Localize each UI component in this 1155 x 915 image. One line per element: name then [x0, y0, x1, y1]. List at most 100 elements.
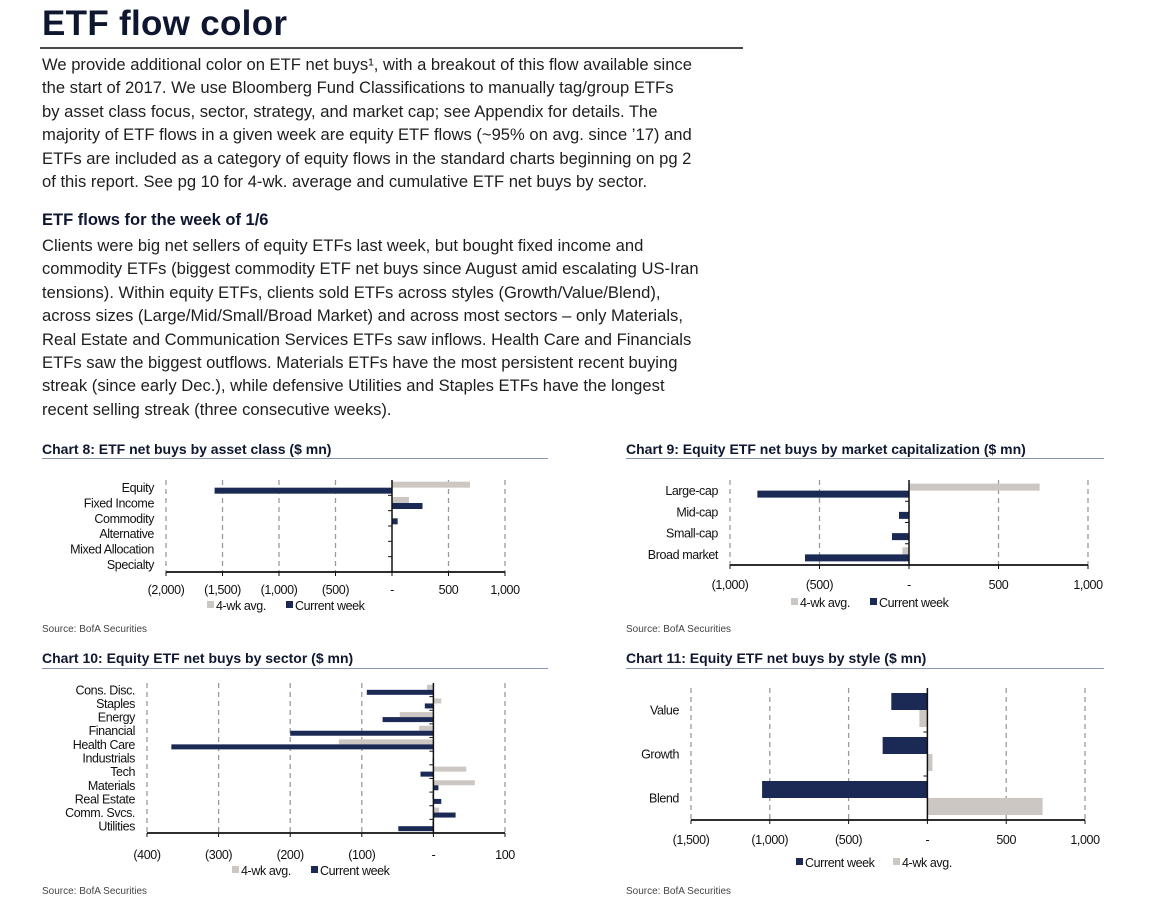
x-tick-label: 500	[996, 833, 1016, 847]
x-tick-label: 100	[495, 848, 515, 862]
chart-8-plot: (2,000) (1,500) (1,000) (500) - 500 1,000 Equit…	[70, 480, 520, 613]
week-line: ETFs saw the biggest outflows. Materials…	[42, 353, 678, 373]
week-line: commodity ETFs (biggest commodity ETF ne…	[42, 259, 699, 279]
category-label: Large-cap	[665, 484, 718, 498]
category-label: Specialty	[107, 558, 155, 572]
bar-4wk-avg	[919, 710, 928, 727]
bar-4wk-avg	[909, 483, 1040, 491]
week-line: recent selling streak (three consecutive…	[42, 399, 392, 419]
x-tick-label: (1,000)	[751, 833, 788, 847]
bar-current-week	[891, 533, 909, 541]
x-tick-label: (2,000)	[148, 583, 185, 597]
category-label: Blend	[649, 792, 679, 806]
legend-swatch	[286, 601, 293, 608]
chart-9-plot: (1,000) (500) - 500 1,000 Large-cap Mid-cap Sma…	[648, 480, 1103, 610]
bar-current-week	[392, 503, 423, 509]
x-tick-label: 500	[439, 583, 459, 597]
bar-4wk-avg	[433, 698, 442, 704]
intro-line: of this report. See pg 10 for 4-wk. aver…	[42, 172, 648, 192]
intro-line: the start of 2017. We use Bloomberg Fund…	[42, 78, 674, 98]
category-label: Mixed Allocation	[70, 543, 154, 557]
chart-9-title: Chart 9: Equity ETF net buys by market c…	[626, 441, 1026, 457]
title-divider	[40, 47, 743, 49]
bar-current-week	[898, 511, 909, 519]
week-line: tensions). Within equity ETFs, clients s…	[42, 282, 661, 302]
legend-label: 4-wk avg.	[241, 864, 291, 878]
legend-label: Current week	[805, 856, 876, 870]
x-tick-label: (500)	[322, 583, 349, 597]
legend-label: 4-wk avg.	[902, 856, 952, 870]
week-line: streak (since early Dec.), while defensi…	[42, 376, 665, 396]
category-label: Broad market	[648, 548, 719, 562]
category-label: Mid-cap	[676, 505, 718, 519]
x-tick-label: (100)	[348, 848, 375, 862]
bar-4wk-avg	[433, 807, 440, 813]
week-line: across sizes (Large/Mid/Small/Broad Mark…	[42, 306, 683, 326]
bar-current-week	[805, 554, 909, 562]
category-label: Staples	[96, 697, 135, 711]
legend-label: Current week	[320, 864, 391, 878]
category-label: Real Estate	[75, 792, 136, 806]
legend-swatch	[893, 858, 900, 865]
category-label: Value	[650, 704, 679, 718]
bar-4wk-avg	[338, 739, 434, 745]
x-tick-label: 1,000	[1070, 833, 1100, 847]
category-label: Equity	[122, 481, 155, 495]
bar-current-week	[382, 717, 434, 723]
chart-11-plot: (1,500) (1,000) (500) - 500 1,000 Value Growth B…	[641, 688, 1100, 870]
x-tick-label: (1,000)	[261, 583, 298, 597]
bar-current-week	[433, 785, 439, 791]
intro-line: ETFs are included as a category of equit…	[42, 148, 692, 168]
category-label: Industrials	[82, 752, 135, 766]
bar-4wk-avg	[433, 780, 475, 786]
bar-current-week	[433, 812, 456, 818]
legend-swatch	[870, 598, 877, 605]
bar-current-week	[433, 798, 442, 804]
x-tick-label: (300)	[205, 848, 232, 862]
chart-8-title-rule	[42, 458, 548, 459]
bar-current-week	[762, 781, 928, 798]
bar-current-week	[290, 730, 434, 736]
x-tick-label: 1,000	[1073, 578, 1103, 592]
bar-current-week	[882, 737, 928, 754]
bar-current-week	[424, 703, 434, 709]
bar-current-week	[171, 744, 434, 750]
section-heading: ETF flows for the week of 1/6	[42, 211, 269, 229]
bar-current-week	[757, 490, 909, 498]
x-tick-label: (1,000)	[712, 578, 749, 592]
legend-swatch	[207, 601, 214, 608]
bar-4wk-avg	[433, 766, 467, 772]
bar-4wk-avg	[419, 725, 434, 731]
category-label: Financial	[89, 724, 135, 738]
x-tick-label: (400)	[133, 848, 160, 862]
category-label: Comm. Svcs.	[65, 806, 135, 820]
chart-11-title: Chart 11: Equity ETF net buys by style (…	[626, 650, 927, 666]
legend-swatch	[232, 866, 239, 873]
bar-current-week	[392, 518, 398, 525]
intro-line: by asset class focus, sector, strategy, …	[42, 101, 658, 121]
x-tick-label: -	[926, 833, 930, 847]
chart-10-title: Chart 10: Equity ETF net buys by sector …	[42, 650, 354, 666]
chart-10-source: Source: BofA Securities	[42, 886, 148, 897]
x-tick-label: -	[390, 583, 394, 597]
category-label: Health Care	[73, 738, 136, 752]
chart-8-source: Source: BofA Securities	[42, 624, 148, 635]
intro-line: majority of ETF flows in a given week ar…	[42, 125, 692, 145]
category-label: Cons. Disc.	[75, 683, 135, 697]
x-tick-label: (1,500)	[204, 583, 241, 597]
legend-label: 4-wk avg.	[216, 599, 266, 613]
chart-8-title: Chart 8: ETF net buys by asset class ($ …	[42, 441, 332, 457]
bar-4wk-avg	[399, 712, 434, 718]
x-tick-label: -	[432, 848, 436, 862]
chart-10-plot: (400) (300) (200) (100) - 100 Cons. Disc.Stapl…	[65, 683, 516, 878]
x-tick-label: 1,000	[490, 583, 520, 597]
x-tick-label: -	[907, 578, 911, 592]
category-label: Small-cap	[666, 527, 718, 541]
category-label: Utilities	[98, 820, 135, 834]
category-label: Energy	[98, 711, 136, 725]
week-paragraph: Clients were big net sellers of equity E…	[42, 234, 762, 421]
chart-9-source: Source: BofA Securities	[626, 624, 732, 635]
legend-label: Current week	[879, 596, 950, 610]
bar-4wk-avg	[902, 547, 909, 555]
bar-4wk-avg	[392, 497, 409, 503]
